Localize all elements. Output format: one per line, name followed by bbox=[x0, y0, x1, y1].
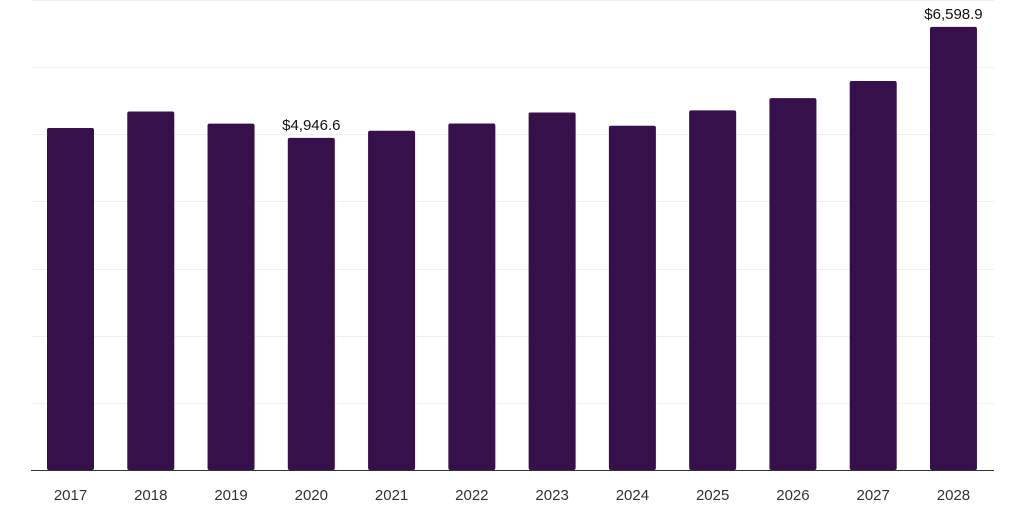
bar-2018[interactable] bbox=[127, 111, 175, 471]
x-tick-label-2021: 2021 bbox=[375, 487, 408, 504]
data-label-2020: $4,946.6 bbox=[282, 117, 340, 134]
bar-2019[interactable] bbox=[207, 123, 255, 471]
bar-2026[interactable] bbox=[769, 98, 817, 470]
bar-2024[interactable] bbox=[608, 125, 656, 470]
x-tick-label-2023: 2023 bbox=[535, 487, 568, 504]
x-tick-label-2022: 2022 bbox=[455, 487, 488, 504]
x-tick-label-2017: 2017 bbox=[54, 487, 87, 504]
bar-2020[interactable] bbox=[287, 137, 335, 470]
bar-2021[interactable] bbox=[368, 130, 416, 471]
bar-2023[interactable] bbox=[528, 112, 576, 471]
bar-2022[interactable] bbox=[448, 123, 496, 470]
x-tick-label-2028: 2028 bbox=[937, 487, 970, 504]
x-tick-label-2018: 2018 bbox=[134, 487, 167, 504]
bar-2025[interactable] bbox=[689, 110, 737, 470]
bar-2027[interactable] bbox=[849, 81, 897, 470]
x-tick-label-2020: 2020 bbox=[295, 487, 328, 504]
bar-2017[interactable] bbox=[47, 127, 94, 470]
data-label-2028: $6,598.9 bbox=[924, 6, 982, 23]
x-tick-label-2025: 2025 bbox=[696, 487, 729, 504]
x-tick-label-2026: 2026 bbox=[776, 487, 809, 504]
x-tick-label-2027: 2027 bbox=[857, 487, 890, 504]
x-tick-label-2019: 2019 bbox=[214, 487, 247, 504]
x-tick-label-2024: 2024 bbox=[616, 487, 649, 504]
bar-2028[interactable] bbox=[929, 26, 977, 471]
